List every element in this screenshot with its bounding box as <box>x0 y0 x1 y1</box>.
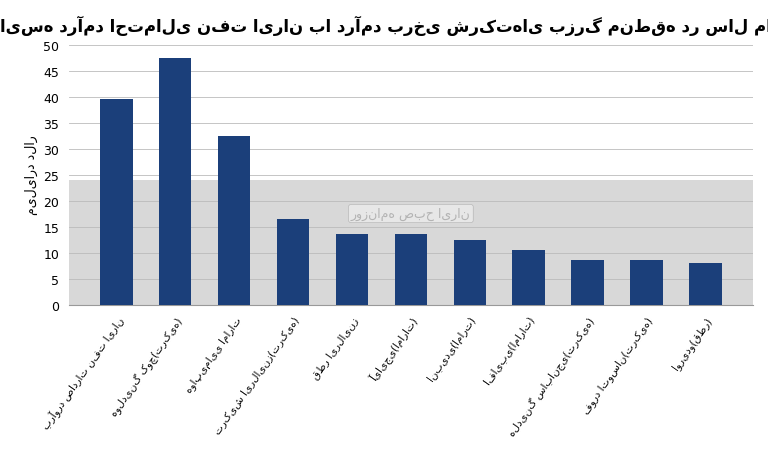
Bar <box>512 250 545 305</box>
Bar <box>454 240 486 305</box>
Bar <box>631 261 663 305</box>
Bar <box>100 100 133 305</box>
Title: مقایسه درآمد احتمالی نفت ایران با درآمد برخی شرکت‌های بزرگ منطقه در سال مالی اخی: مقایسه درآمد احتمالی نفت ایران با درآمد … <box>0 15 768 35</box>
Text: روزنامه صبح ایران: روزنامه صبح ایران <box>351 207 471 221</box>
Y-axis label: میلیارد دلار: میلیارد دلار <box>25 136 38 215</box>
Bar <box>689 263 722 305</box>
Bar <box>395 235 427 305</box>
Bar <box>277 219 310 305</box>
Bar <box>571 261 604 305</box>
Bar <box>159 58 191 305</box>
Bar <box>69 180 753 305</box>
Bar <box>336 235 368 305</box>
Bar <box>218 136 250 305</box>
